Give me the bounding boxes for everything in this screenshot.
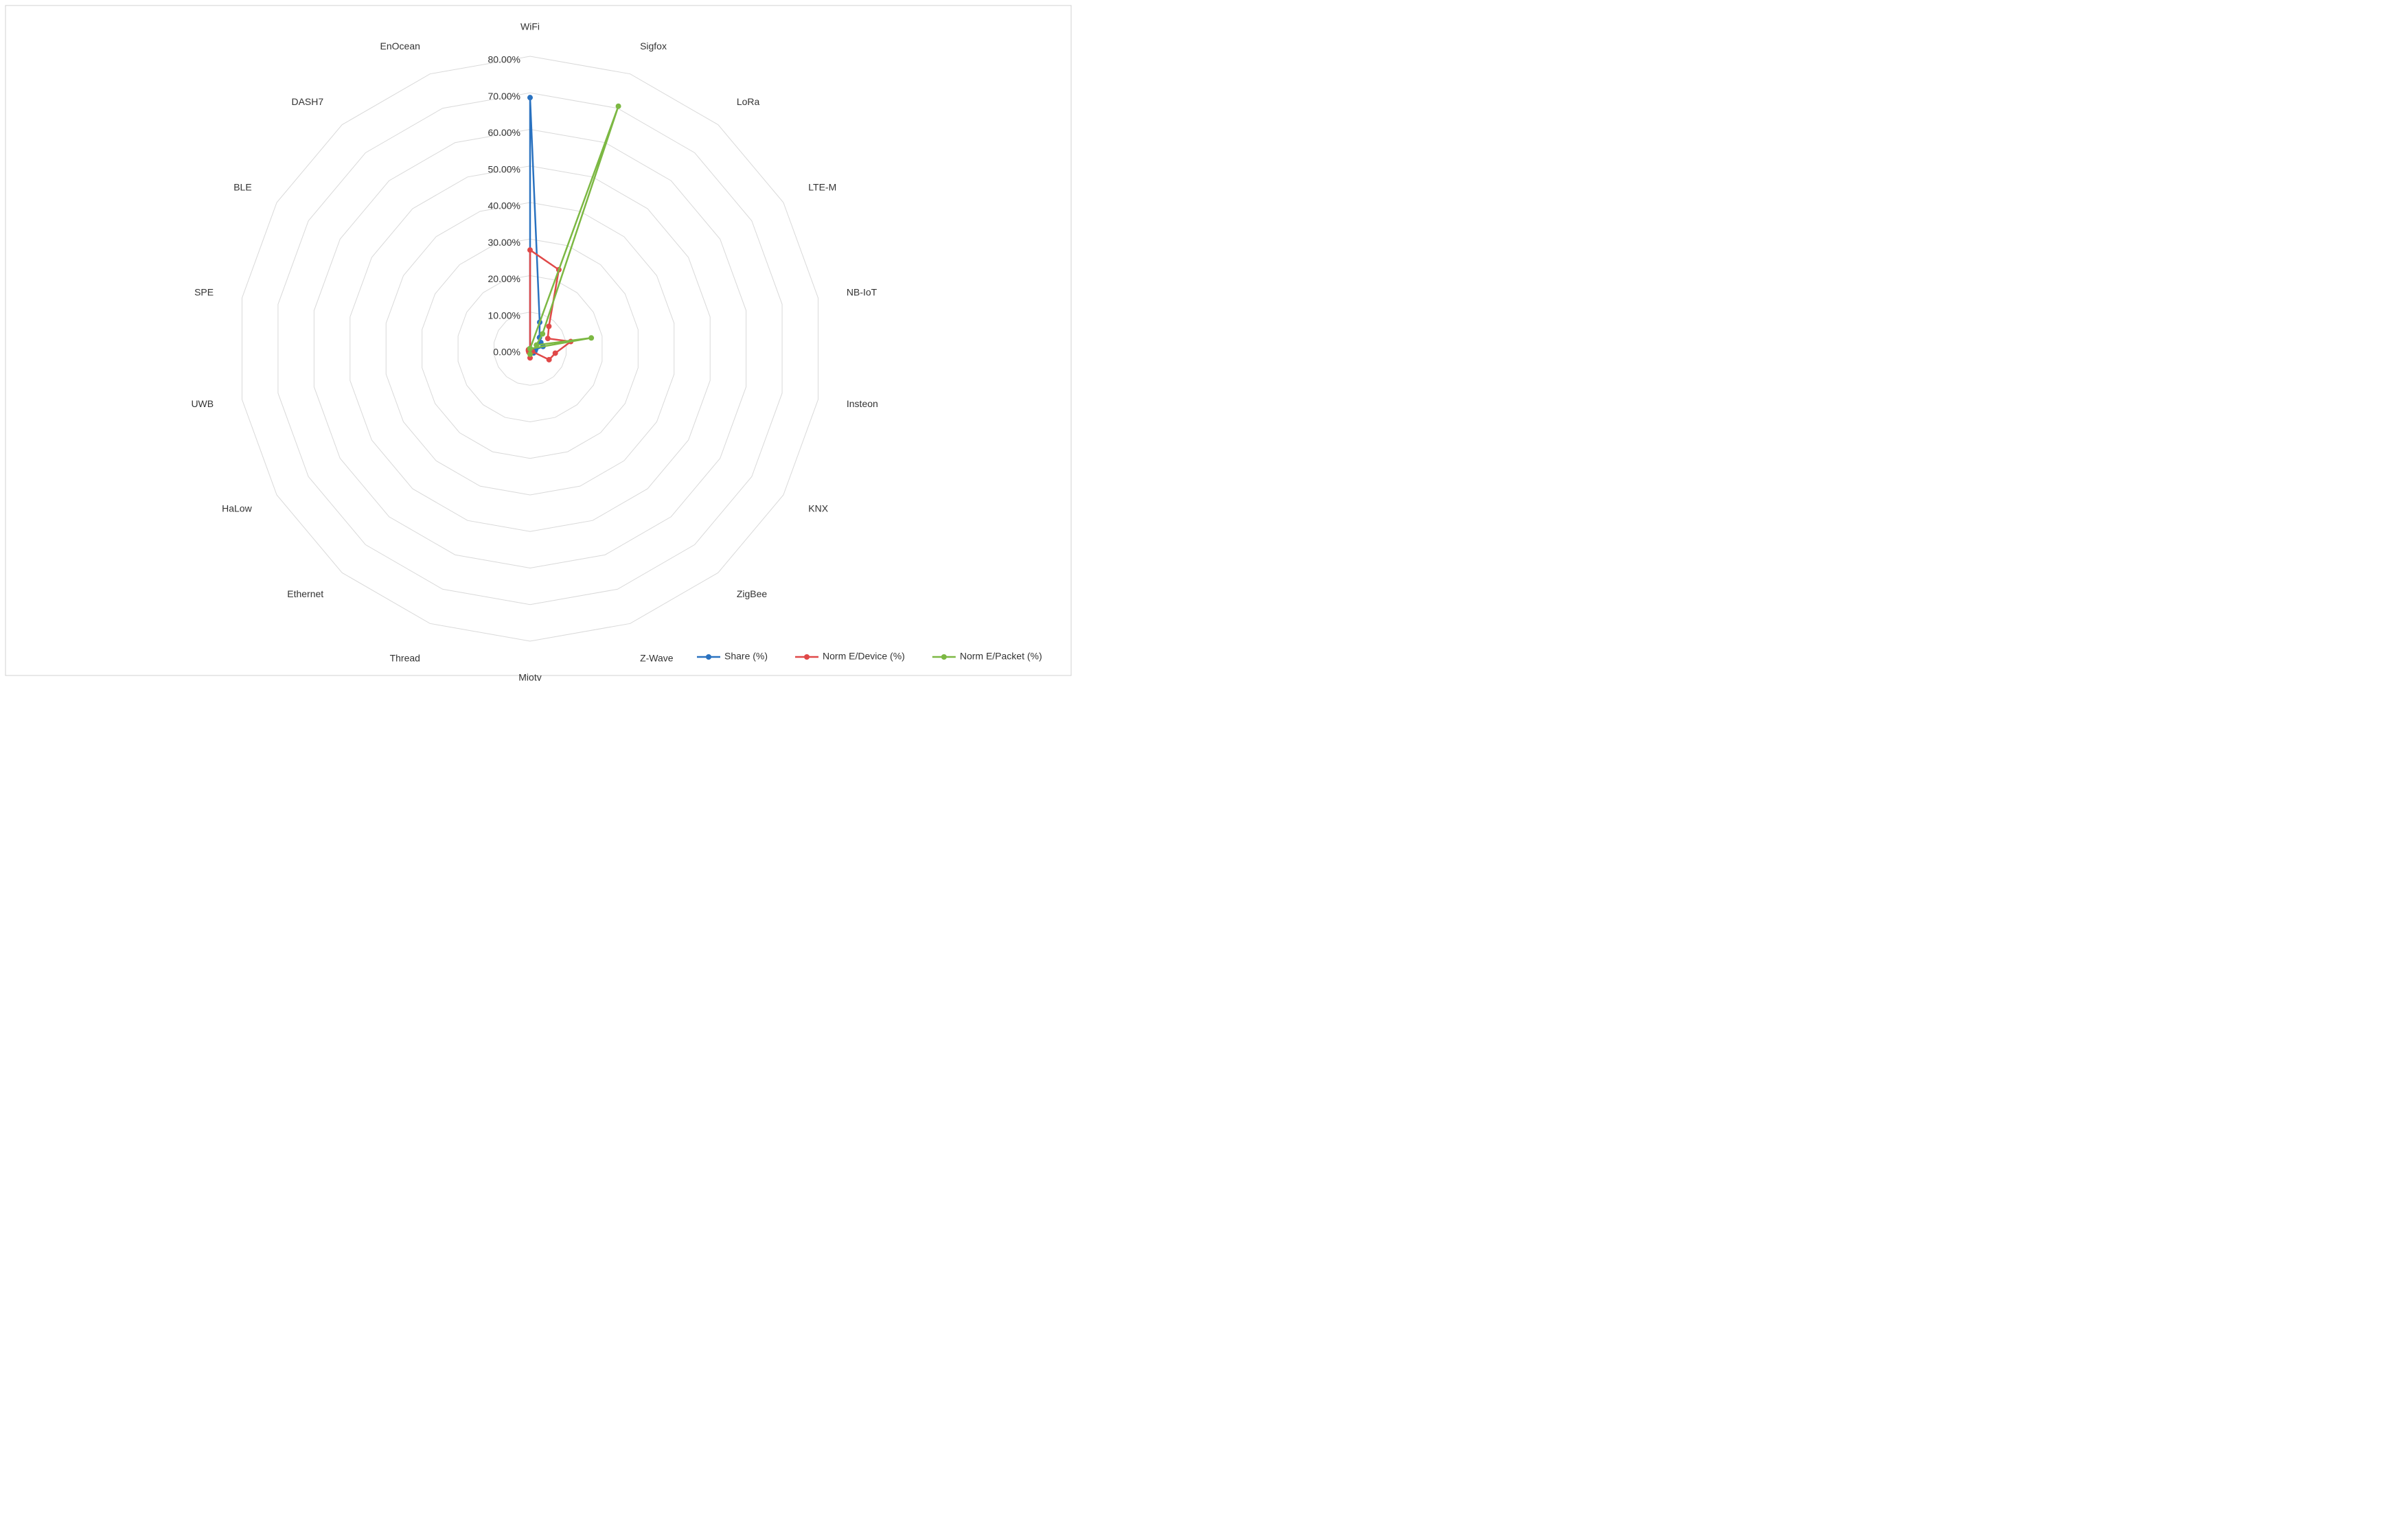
series-marker [527,247,533,253]
series-marker [588,335,595,341]
grid-ring [241,56,819,642]
grid-ring [349,165,711,532]
y-tick-label: 50.00% [488,163,520,174]
category-label: NB-IoT [847,286,878,297]
y-tick-label: 60.00% [488,127,520,138]
legend-label: Norm E/Device (%) [823,651,905,662]
category-label: UWB [191,398,214,409]
series-marker [527,346,533,351]
category-label: EnOcean [380,41,420,51]
y-tick-label: 20.00% [488,273,520,284]
category-label: WiFi [520,21,540,32]
legend-label: Norm E/Packet (%) [960,651,1042,662]
grid-ring [494,312,566,386]
category-label: BLE [233,182,251,193]
y-tick-label: 10.00% [488,310,520,321]
legend-marker [804,654,810,660]
grid-ring [313,128,747,569]
y-tick-label: 70.00% [488,91,520,102]
category-label: Insteon [847,398,878,409]
y-tick-label: 80.00% [488,54,520,65]
grid-ring [385,202,675,496]
series-marker [552,350,558,356]
y-tick-label: 30.00% [488,237,520,248]
category-label: KNX [808,503,828,514]
legend-marker [706,654,711,660]
category-label: Ethernet [287,588,323,599]
category-label: ZigBee [737,588,768,599]
series-marker [546,323,552,330]
chart: 0.00% 10.00% 20.00% 30.00% 40.00% 50.00% 60.00… [5,5,1072,683]
category-label: Z-Wave [640,652,674,663]
category-label: HaLow [222,503,252,514]
series-marker [534,342,540,348]
series-marker [527,351,533,357]
category-label: LoRa [737,96,760,107]
legend-label: Share (%) [724,651,768,662]
category-label: SPE [194,286,214,297]
category-label: Mioty [518,672,541,681]
series-marker [544,336,551,342]
legend-marker [941,654,947,660]
grid-ring [457,275,603,423]
grid-ring [277,92,783,605]
category-label: LTE-M [808,182,836,193]
series-marker [540,331,546,337]
category-label: Sigfox [640,41,667,51]
y-tick-label: 0.00% [493,347,520,358]
series-marker [527,95,533,101]
category-label: DASH7 [291,96,323,107]
category-label: Thread [390,652,420,663]
series-marker [615,103,621,109]
series-marker [546,356,552,362]
y-tick-label: 40.00% [488,200,520,211]
grid-ring [422,238,639,459]
